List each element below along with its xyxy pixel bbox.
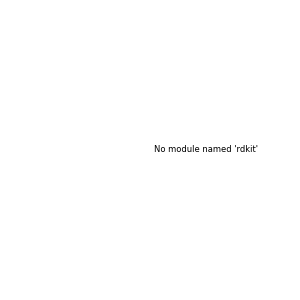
Text: No module named 'rdkit': No module named 'rdkit' bbox=[154, 145, 258, 154]
